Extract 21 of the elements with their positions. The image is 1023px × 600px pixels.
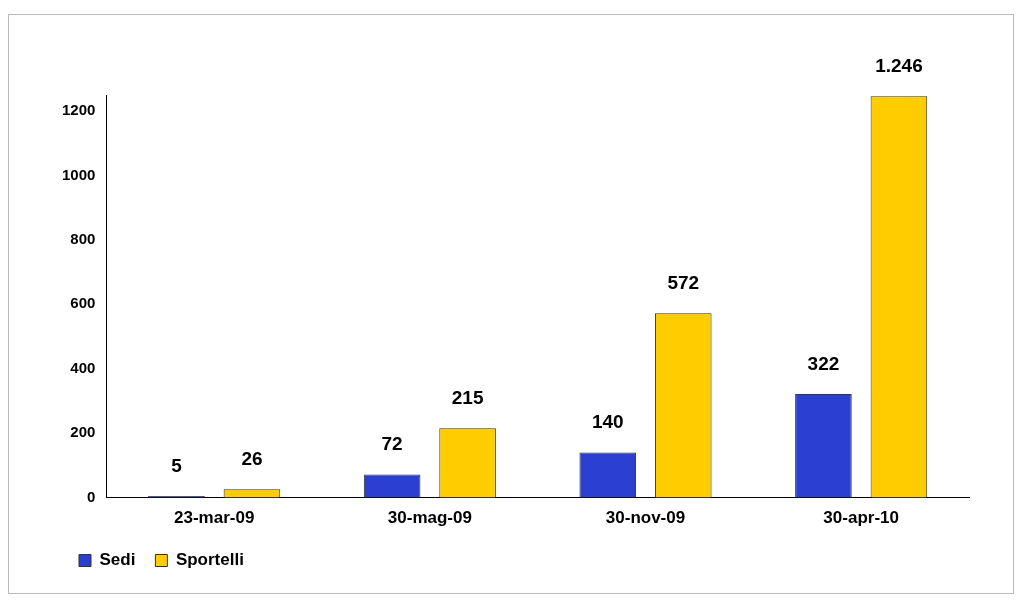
y-tick-label: 600 <box>70 294 96 312</box>
x-tick-label: 30-mag-09 <box>387 508 472 528</box>
legend-label: Sedi <box>99 550 136 570</box>
y-tick-label: 400 <box>70 358 96 376</box>
y-tick-label: 1200 <box>61 101 96 119</box>
data-label: 5 <box>171 454 183 476</box>
data-label: 322 <box>807 352 840 374</box>
data-label: 1.246 <box>875 55 923 77</box>
legend-label: Sportelli <box>175 550 244 570</box>
data-label: 215 <box>451 387 484 409</box>
data-label: 72 <box>381 433 403 455</box>
y-tick-label: 0 <box>87 487 96 505</box>
x-tick-label: 30-apr-10 <box>823 508 899 528</box>
y-tick-label: 200 <box>70 423 96 441</box>
x-tick-label: 23-mar-09 <box>174 508 255 528</box>
data-label: 26 <box>241 447 263 469</box>
y-tick-label: 1000 <box>61 165 96 183</box>
data-label: 572 <box>667 272 700 294</box>
y-tick-label: 800 <box>70 230 96 248</box>
data-label: 140 <box>591 411 624 433</box>
x-tick-label: 30-nov-09 <box>605 508 686 528</box>
